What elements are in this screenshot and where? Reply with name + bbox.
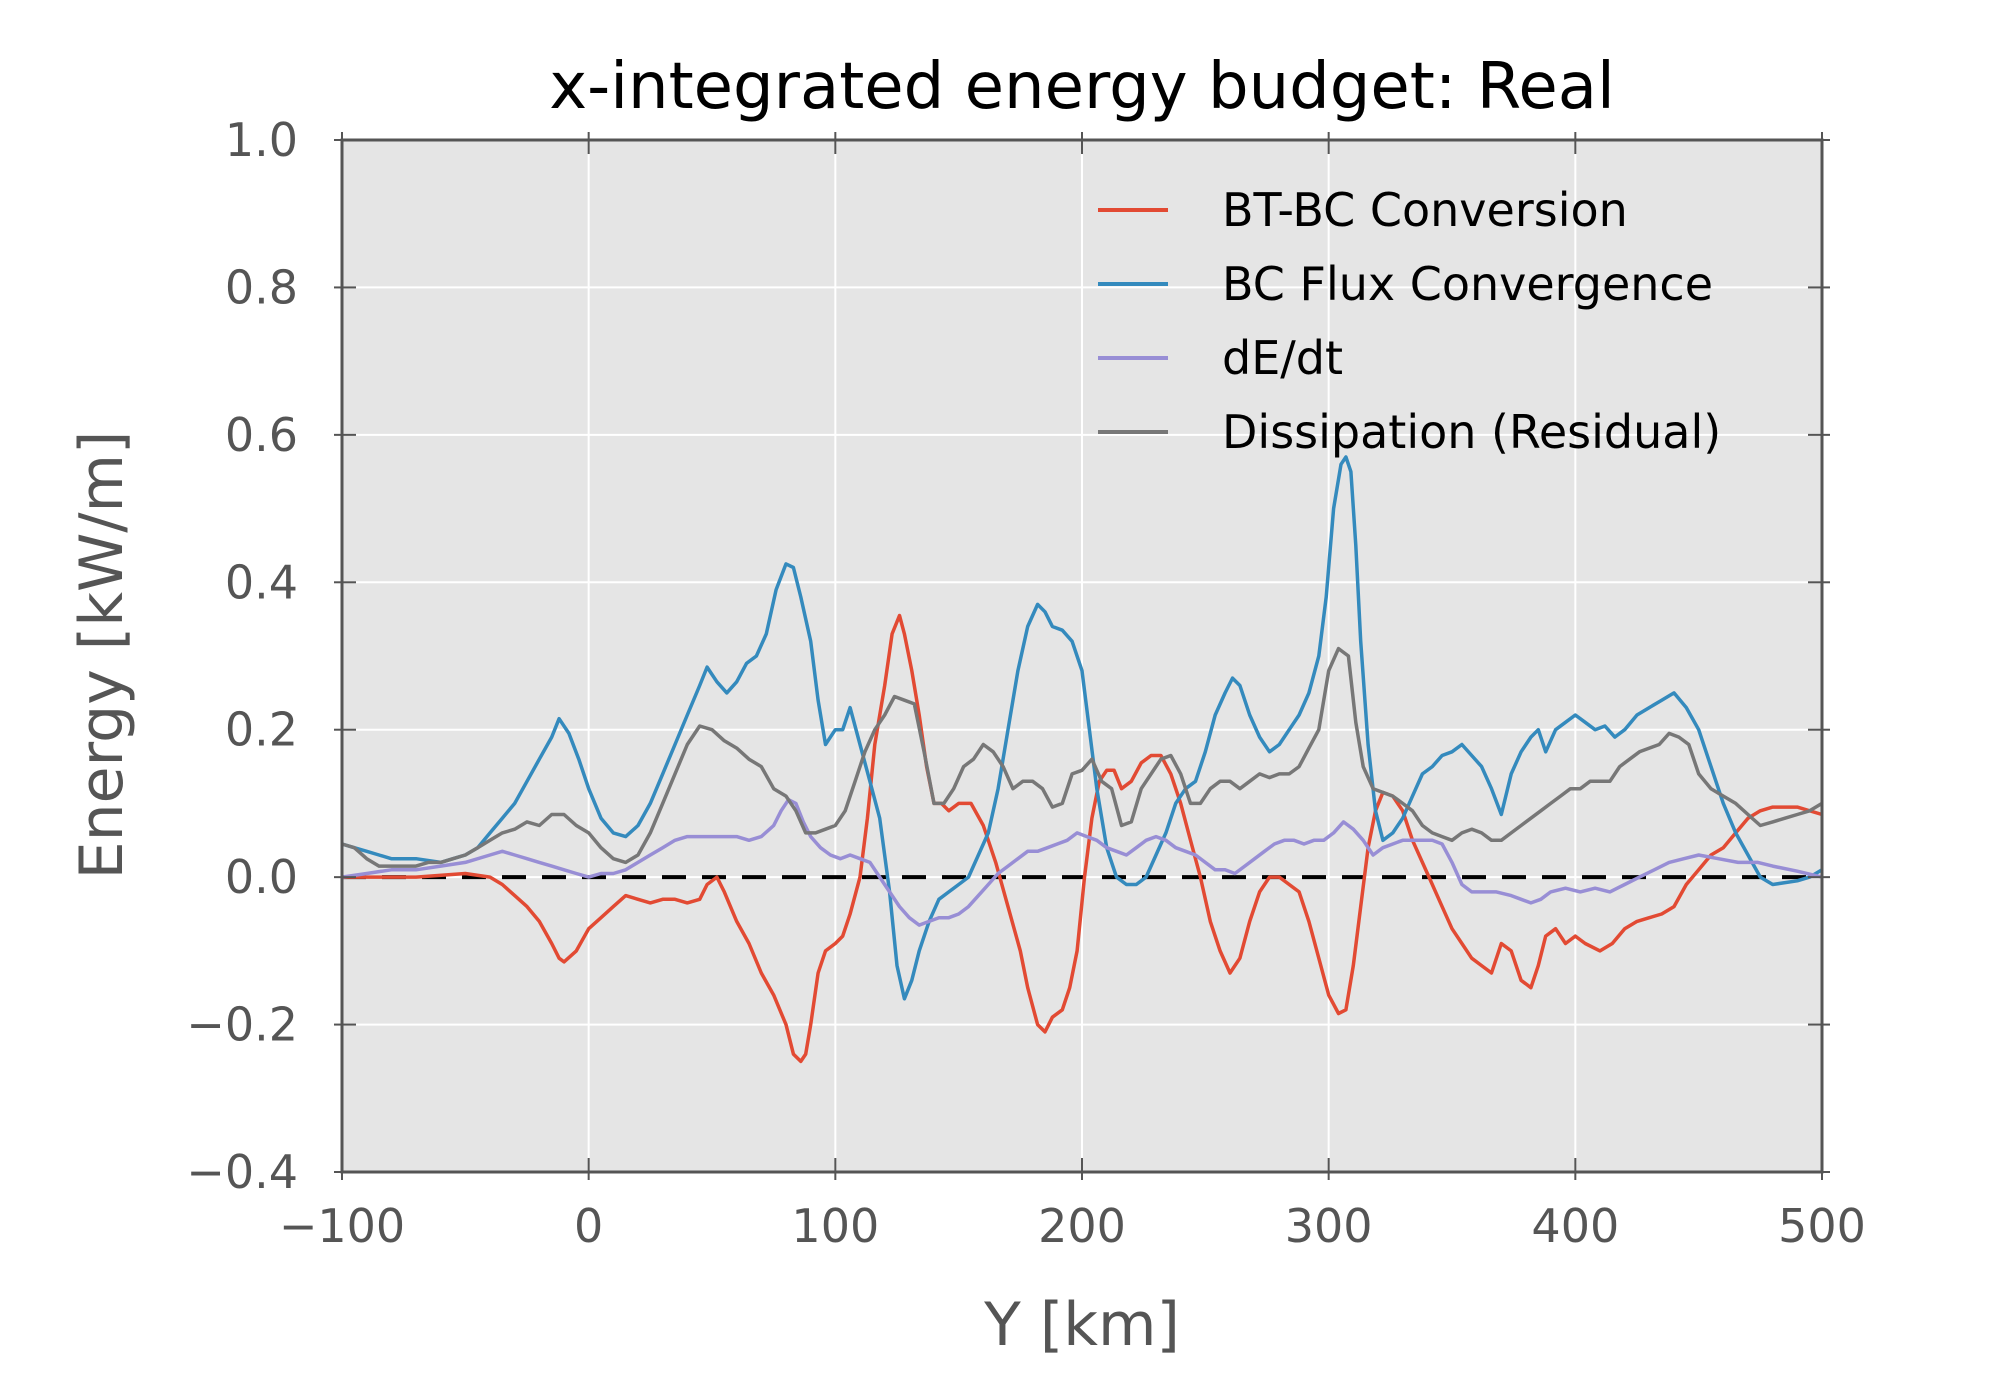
axis-ticks: −100 0 100 200 300 400 500 −0.4 −0.2 0.0 0.2 0.4 0.6… (186, 113, 1866, 1253)
x-tick-label: −100 (279, 1199, 405, 1253)
series-line-de-dt (341, 797, 1823, 927)
series-line-dissipation-residual (341, 646, 1823, 868)
legend: BT-BC Conversion BC Flux Convergence dE/dt… (1098, 183, 1721, 459)
y-tick-label: 0.0 (225, 850, 298, 904)
chart-title: x-integrated energy budget: Real (549, 50, 1615, 124)
y-tick-label: 1.0 (225, 113, 298, 167)
x-tick-label: 400 (1531, 1199, 1619, 1253)
y-tick-label: 0.4 (225, 555, 298, 609)
legend-label-de-dt: dE/dt (1222, 331, 1343, 385)
y-tick-label: 0.8 (225, 260, 298, 314)
y-axis-label: Energy [kW/m] (67, 431, 137, 880)
x-axis-label: Y [km] (983, 1290, 1180, 1360)
legend-label-dissipation-residual: Dissipation (Residual) (1222, 405, 1721, 459)
y-tick-label: 0.2 (225, 703, 298, 757)
x-tick-label: 0 (574, 1199, 603, 1253)
series-lines (341, 455, 1823, 1064)
x-tick-label: 200 (1038, 1199, 1126, 1253)
y-tick-label: −0.2 (186, 998, 298, 1052)
x-tick-label: 100 (791, 1199, 879, 1253)
series-line-bc-flux-convergence (341, 455, 1823, 1001)
series-line-bt-bc-conversion (342, 613, 1823, 1064)
legend-label-bc-flux-convergence: BC Flux Convergence (1222, 257, 1713, 311)
x-tick-label: 500 (1778, 1199, 1866, 1253)
y-tick-label: −0.4 (186, 1145, 298, 1199)
y-tick-label: 0.6 (225, 408, 298, 462)
legend-label-bt-bc-conversion: BT-BC Conversion (1222, 183, 1628, 237)
x-tick-label: 300 (1285, 1199, 1373, 1253)
